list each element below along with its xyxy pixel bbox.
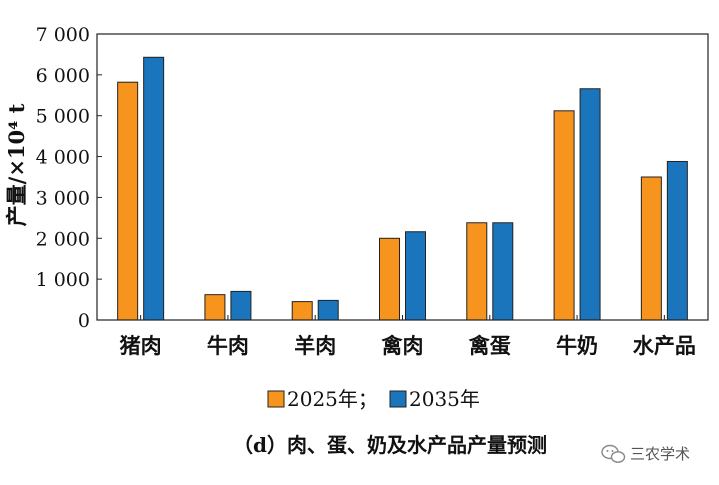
plot-area bbox=[96, 33, 709, 321]
x-tick-label: 牛奶 bbox=[556, 333, 598, 358]
y-tick-label: 2 000 bbox=[36, 228, 90, 250]
legend: 2025年； 2035年 bbox=[267, 387, 480, 411]
bar-1-7 bbox=[640, 176, 662, 321]
bar-1-3 bbox=[291, 301, 313, 321]
bar-1-5 bbox=[466, 222, 488, 321]
y-axis: 0 1 000 2 000 3 000 4 000 5 000 6 000 7 000 bbox=[36, 24, 102, 332]
bar-1-1 bbox=[117, 81, 139, 321]
y-tick-label: 5 000 bbox=[36, 106, 90, 128]
y-tick-label: 7 000 bbox=[36, 24, 90, 46]
bar-2-6 bbox=[579, 88, 601, 321]
x-tick-label: 禽肉 bbox=[381, 333, 424, 358]
legend-label-2: 2035年 bbox=[409, 387, 480, 411]
bar-2-4 bbox=[405, 231, 426, 321]
y-tick-label: 1 000 bbox=[36, 269, 90, 291]
legend-swatch-1 bbox=[267, 390, 285, 408]
y-axis-label: 产量/×10⁴ t bbox=[4, 103, 29, 226]
figure-caption: （d）肉、蛋、奶及水产品产量预测 bbox=[233, 433, 547, 457]
wechat-icon bbox=[601, 444, 626, 463]
bar-2-2 bbox=[230, 290, 252, 321]
watermark: 三农学术 bbox=[601, 444, 690, 463]
bar-2-3 bbox=[317, 299, 339, 321]
x-tick-label: 禽蛋 bbox=[468, 333, 511, 358]
legend-swatch-2 bbox=[389, 390, 407, 408]
x-axis: 猪肉 牛肉 羊肉 禽肉 禽蛋 牛奶 水产品 bbox=[119, 315, 696, 358]
bar-2-7 bbox=[666, 160, 688, 321]
y-tick-label: 3 000 bbox=[36, 187, 90, 209]
y-tick-label: 6 000 bbox=[36, 65, 90, 87]
bar-2-5 bbox=[492, 222, 514, 321]
x-tick-label: 牛肉 bbox=[207, 333, 249, 358]
bar-1-6 bbox=[553, 110, 575, 321]
watermark-text: 三农学术 bbox=[630, 445, 690, 463]
bar-1-4 bbox=[379, 237, 400, 321]
plot-frame bbox=[96, 33, 709, 321]
y-tick-label: 4 000 bbox=[36, 147, 90, 169]
legend-label-1: 2025年； bbox=[287, 387, 378, 411]
bar-1-2 bbox=[204, 294, 226, 321]
x-tick-label: 水产品 bbox=[633, 333, 696, 358]
x-tick-label: 猪肉 bbox=[119, 333, 162, 358]
bar-2-1 bbox=[143, 56, 165, 321]
y-tick-label: 0 bbox=[78, 310, 90, 332]
x-tick-label: 羊肉 bbox=[294, 333, 336, 358]
